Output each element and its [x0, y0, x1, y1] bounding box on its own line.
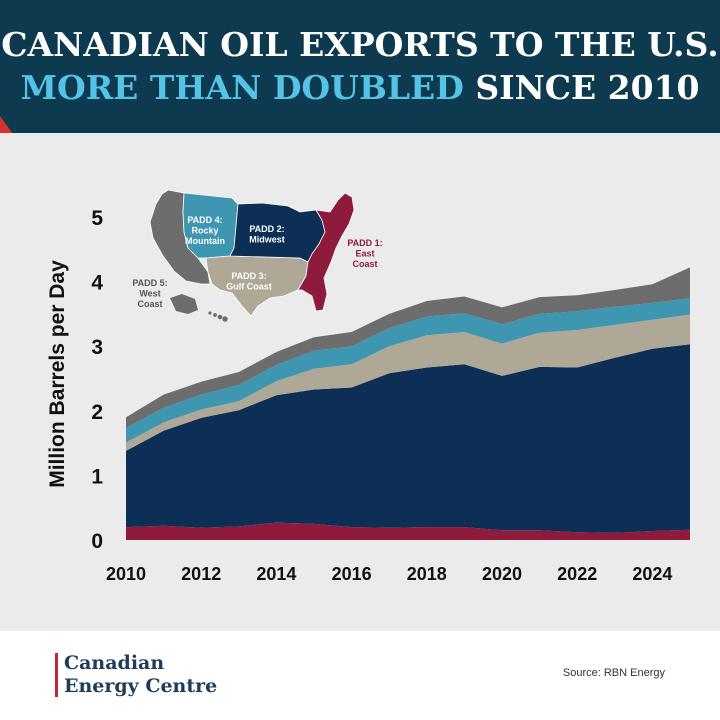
- map-label-line: PADD 3:: [231, 271, 266, 281]
- map-label-line: Coast: [137, 299, 162, 309]
- map-label-line: Coast: [352, 259, 377, 269]
- map-label-line: East: [355, 249, 374, 259]
- x-tick-label: 2020: [482, 564, 522, 584]
- y-tick-label: 4: [91, 272, 103, 295]
- area-series-4: [126, 298, 690, 443]
- map-label-line: PADD 1:: [347, 238, 382, 248]
- map-label-line: West: [139, 289, 160, 299]
- y-axis-label: Million Barrels per Day: [46, 260, 69, 488]
- y-tick-label: 5: [91, 207, 103, 230]
- chart-areas: [126, 267, 690, 540]
- y-tick-label: 3: [91, 336, 103, 359]
- x-tick-label: 2022: [557, 564, 597, 584]
- y-tick-label: 2: [91, 401, 103, 424]
- area-series-1: [126, 522, 690, 540]
- title-highlight: MORE THAN DOUBLED: [20, 68, 464, 107]
- x-tick-label: 2016: [332, 564, 372, 584]
- area-series-3: [126, 314, 690, 451]
- area-series-2: [126, 344, 690, 533]
- title-rest: SINCE 2010: [463, 68, 700, 107]
- x-tick-label: 2012: [181, 564, 221, 584]
- map-label-padd4: PADD 4: Rocky Mountain: [185, 215, 225, 246]
- map-label-line: PADD 5:: [132, 278, 167, 288]
- y-tick-label: 0: [91, 530, 103, 553]
- map-label-line: Mountain: [185, 236, 225, 246]
- x-tick-label: 2014: [256, 564, 296, 584]
- logo-line-1: Canadian: [64, 652, 165, 674]
- map-alaska: [170, 294, 198, 314]
- map-label-line: Gulf Coast: [226, 282, 272, 292]
- map-label-line: PADD 2:: [249, 224, 284, 234]
- x-tick-label: 2018: [407, 564, 447, 584]
- x-tick-label: 2010: [106, 564, 146, 584]
- map-label-line: PADD 4:: [187, 215, 222, 225]
- source-note: Source: RBN Energy: [562, 667, 665, 679]
- y-axis-ticks: 0 1 2 3 4 5: [91, 207, 103, 553]
- y-tick-label: 1: [91, 465, 103, 488]
- area-series-5: [126, 267, 690, 429]
- map-label-line: Rocky: [191, 226, 218, 236]
- map-label-padd2: PADD 2: Midwest: [249, 224, 285, 245]
- padd-map: [149, 189, 355, 322]
- logo-line-2: Energy Centre: [64, 675, 218, 697]
- map-label-padd3: PADD 3: Gulf Coast: [226, 271, 272, 292]
- title-line-2: MORE THAN DOUBLED SINCE 2010: [0, 67, 720, 109]
- map-label-padd5: PADD 5: West Coast: [132, 278, 167, 309]
- x-tick-label: 2024: [632, 564, 672, 584]
- map-labels: PADD 4: Rocky Mountain PADD 2: Midwest PADD 1…: [132, 215, 382, 309]
- map-hawaii: [208, 311, 228, 322]
- logo-bar: [55, 653, 58, 697]
- header-banner: CANADIAN OIL EXPORTS TO THE U.S. MORE TH…: [0, 0, 720, 133]
- title-line-1: CANADIAN OIL EXPORTS TO THE U.S.: [1, 25, 719, 64]
- x-axis-ticks: 2010 2012 2014 2016 2018 2020 2022 2024: [106, 564, 672, 584]
- map-label-padd1: PADD 1: East Coast: [347, 238, 382, 269]
- map-label-line: Midwest: [249, 235, 285, 245]
- map-padd1-east-coast: [297, 192, 355, 312]
